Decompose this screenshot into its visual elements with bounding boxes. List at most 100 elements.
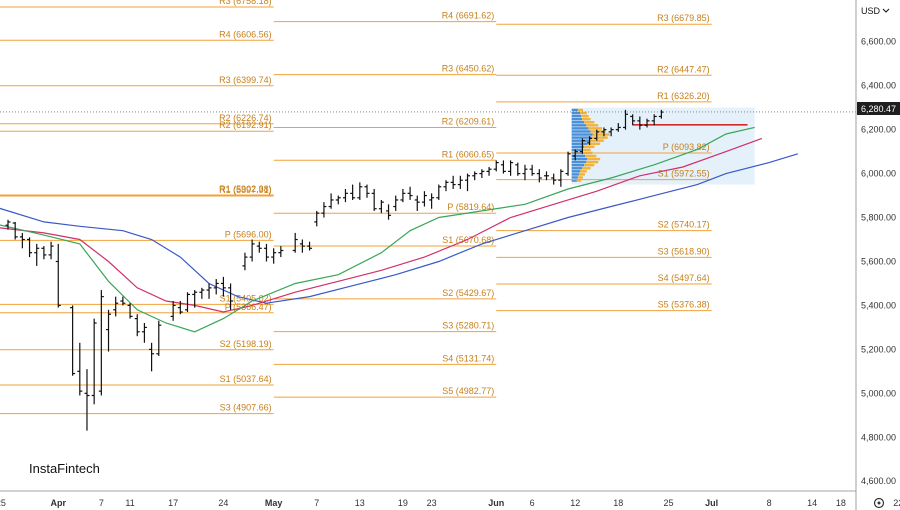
ohlc-bar xyxy=(608,127,614,137)
ohlc-bar xyxy=(19,232,25,249)
x-tick-label: 25 xyxy=(664,498,674,508)
ohlc-bar xyxy=(220,276,226,297)
volume-bar-buy xyxy=(571,108,578,112)
ohlc-bar xyxy=(644,118,650,128)
pivot-label-s1: S1 (5972.55) xyxy=(658,169,710,179)
settings-gear-icon[interactable] xyxy=(873,497,885,509)
ohlc-bar xyxy=(565,151,571,176)
ohlc-bar xyxy=(486,166,492,176)
ohlc-bar xyxy=(328,193,334,209)
ohlc-bar xyxy=(278,246,284,258)
ohlc-bar xyxy=(292,232,298,253)
ohlc-bar xyxy=(199,287,205,299)
ohlc-bar xyxy=(393,195,399,211)
ohlc-bar xyxy=(242,252,248,271)
y-axis[interactable]: 4,600.00 4,800.00 5,000.00 5,200.00 5,400.00… xyxy=(861,37,896,486)
volume-bar-buy xyxy=(571,157,588,161)
volume-bar-buy xyxy=(571,124,587,127)
ohlc-bar xyxy=(256,241,262,253)
currency-label[interactable]: USD xyxy=(861,6,881,16)
y-tick-label: 6,000.00 xyxy=(861,169,896,179)
volume-bar-buy xyxy=(571,176,578,179)
pivot-label-s2: S2 (5198.19) xyxy=(220,339,272,349)
pivot-label-s3: S3 (5280.71) xyxy=(442,321,494,331)
volume-bar-buy xyxy=(571,154,586,158)
pivot-label-r2: R2 (6192.91) xyxy=(219,120,272,130)
price-bars xyxy=(5,109,664,431)
ohlc-bar xyxy=(299,239,305,253)
pivot-label-r4: R4 (6606.56) xyxy=(219,29,272,39)
ohlc-bar xyxy=(651,114,657,126)
ohlc-bar xyxy=(536,169,542,183)
pivot-label-r3: R3 (6679.85) xyxy=(657,13,710,23)
x-tick-label: 8 xyxy=(767,498,772,508)
ohlc-bar xyxy=(450,175,456,189)
ohlc-bar xyxy=(421,191,427,207)
volume-bar-buy xyxy=(571,111,580,115)
ohlc-bar xyxy=(106,309,112,352)
ohlc-bar xyxy=(249,239,255,262)
volume-bar-sell xyxy=(586,124,599,127)
ohlc-bar xyxy=(429,193,435,209)
ohlc-bar xyxy=(342,188,348,203)
volume-bar-sell xyxy=(581,114,589,118)
ohlc-bar xyxy=(529,164,535,176)
ohlc-bar xyxy=(579,138,585,154)
last-price-label: 6,280.47 xyxy=(861,104,896,114)
ohlc-bar xyxy=(314,210,320,227)
x-axis[interactable]: 25 Apr 7 11 17 24 May 7 13 19 23 Jun 6 12 18 25 Jul 8 14 18… xyxy=(0,498,900,508)
volume-bar-buy xyxy=(571,160,587,164)
ohlc-bar xyxy=(127,303,133,319)
moving-average-pink xyxy=(0,137,763,313)
ohlc-bar xyxy=(472,171,478,181)
x-tick-label: 11 xyxy=(125,498,134,508)
pivot-label-s5: S5 (4982.77) xyxy=(442,386,494,396)
ohlc-bar xyxy=(84,369,90,431)
volume-bar-buy xyxy=(571,133,593,136)
ohlc-bar xyxy=(192,290,198,308)
volume-bar-sell xyxy=(579,170,587,173)
ohlc-bar xyxy=(465,173,471,192)
moving-average-green xyxy=(0,126,755,333)
volume-bar-buy xyxy=(571,142,588,145)
ohlc-bar xyxy=(407,186,413,200)
ohlc-bar xyxy=(335,195,341,205)
ohlc-bar xyxy=(515,162,521,176)
ohlc-bar xyxy=(55,243,61,308)
y-tick-label: 6,400.00 xyxy=(861,81,896,91)
volume-bar-sell xyxy=(592,133,610,136)
volume-bar-sell xyxy=(589,139,604,142)
currency-chevron-icon[interactable] xyxy=(882,8,890,13)
y-tick-label: 4,800.00 xyxy=(861,432,896,442)
volume-bar-sell xyxy=(584,121,595,124)
pivot-label-p: P (6093.82) xyxy=(663,142,710,152)
ohlc-bar xyxy=(544,171,549,181)
ohlc-bar xyxy=(185,292,190,313)
pivot-label-r3: R3 (6758.18) xyxy=(219,0,272,6)
ohlc-bar xyxy=(113,296,119,317)
ohlc-bar xyxy=(364,184,370,198)
volume-bar-buy xyxy=(571,130,591,133)
y-tick-label: 4,600.00 xyxy=(861,476,896,486)
pivot-label-r1: R1 (5897.91) xyxy=(219,185,272,195)
ohlc-bar xyxy=(12,221,18,240)
ohlc-bar xyxy=(206,283,212,299)
ohlc-bar xyxy=(27,237,33,258)
ohlc-bar xyxy=(622,109,628,130)
ohlc-bar xyxy=(479,169,485,178)
pivot-label-s3: S3 (4907.66) xyxy=(220,403,272,413)
ohlc-bar xyxy=(551,173,557,185)
pivot-label-p: P (5819.64) xyxy=(447,202,494,212)
volume-bar-sell xyxy=(588,127,603,130)
ohlc-bar xyxy=(500,160,506,174)
ohlc-bar xyxy=(77,342,83,396)
x-tick-label: Jul xyxy=(705,498,718,508)
volume-bar-buy xyxy=(571,114,582,118)
ohlc-bar xyxy=(357,182,363,200)
ohlc-bar xyxy=(228,283,234,310)
pivot-label-s2: S2 (5740.17) xyxy=(658,220,710,230)
ohlc-bar xyxy=(371,188,377,211)
volume-bar-sell xyxy=(591,136,608,139)
